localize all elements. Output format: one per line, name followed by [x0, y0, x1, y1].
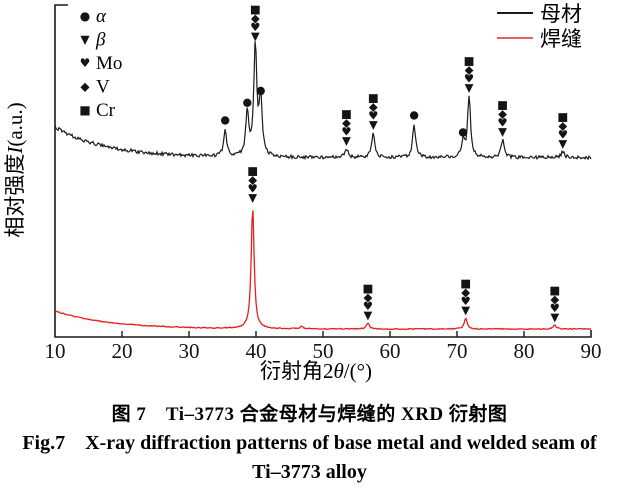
x-axis-label: 衍射角2θ/(°) — [260, 359, 372, 383]
Mo-phase-marker-icon: ♥ — [363, 299, 373, 313]
beta-phase-marker-icon: ▼ — [342, 133, 351, 147]
V-phase-marker-icon: ◆ — [369, 99, 378, 113]
x-tick-labels: 10 20 30 40 50 60 70 80 90 — [45, 339, 602, 363]
axes — [54, 4, 592, 338]
x-tick-label: 10 — [45, 339, 66, 363]
y-axis-label: 相对强度I(a.u.) — [3, 102, 27, 237]
Cr-phase-marker-icon: ■ — [247, 164, 258, 178]
V-phase-marker-icon: ◆ — [465, 62, 474, 76]
x-label-theta: θ — [333, 359, 343, 383]
x-tick-label: 60 — [380, 339, 401, 363]
phase-legend: ● α ▼ β ♥ Mo ◆ V ■ Cr — [79, 6, 122, 121]
V-phase-marker-icon: ◆ — [363, 290, 372, 304]
alpha-phase-marker-icon — [220, 116, 230, 125]
beta-phase-marker-icon: ▼ — [251, 29, 260, 43]
filled-diamond-icon: ◆ — [80, 80, 90, 94]
alpha-phase-marker-icon — [243, 98, 252, 108]
V-phase-marker-icon: ◆ — [498, 106, 507, 120]
alpha-phase-marker-icon — [256, 86, 265, 96]
V-phase-marker-icon: ◆ — [550, 292, 559, 306]
y-label-symbol: I — [3, 146, 27, 155]
filled-triangle-down-icon: ▼ — [80, 33, 90, 47]
V-phase-marker-icon: ◆ — [342, 115, 351, 129]
phase-legend-label: β — [95, 30, 106, 51]
figure-captions: 图 7 Ti–3773 合金母材与焊缝的 XRD 衍射图 Fig.7 X-ray… — [0, 400, 619, 487]
Mo-phase-marker-icon: ♥ — [461, 294, 471, 308]
phase-legend-label: α — [96, 6, 107, 27]
Mo-phase-marker-icon: ♥ — [464, 71, 474, 85]
Mo-phase-marker-icon: ♥ — [250, 20, 260, 34]
y-label-prefix: 相对强度 — [3, 154, 27, 238]
filled-square-icon: ■ — [79, 103, 90, 117]
diffraction-curves — [54, 41, 592, 331]
beta-phase-marker-icon: ▼ — [498, 124, 507, 138]
Mo-phase-marker-icon: ♥ — [497, 115, 507, 129]
curve-base-metal — [54, 41, 592, 161]
Cr-phase-marker-icon: ■ — [557, 109, 568, 123]
filled-heart-icon: ♥ — [80, 56, 91, 70]
x-tick-label: 70 — [447, 339, 468, 363]
V-phase-marker-icon: ◆ — [558, 118, 567, 132]
x-label-prefix: 衍射角2 — [260, 359, 334, 383]
y-label-suffix: (a.u.) — [3, 102, 27, 146]
x-label-suffix: /(°) — [344, 359, 372, 383]
Mo-phase-marker-icon: ♥ — [550, 301, 560, 315]
series-legend: 母材 焊缝 — [497, 2, 582, 51]
x-tick-label: 90 — [581, 339, 602, 363]
caption-english-line2: Ti–3773 alloy — [252, 461, 367, 483]
beta-phase-marker-icon: ▼ — [465, 80, 474, 94]
beta-phase-marker-icon: ▼ — [363, 308, 372, 322]
phase-legend-label: Mo — [96, 53, 122, 74]
chart-svg: ■◆♥▼■◆♥▼■◆♥▼■◆♥▼■◆♥▼■◆♥▼■◆♥▼■◆♥▼■◆♥▼■◆♥▼… — [3, 2, 602, 383]
Mo-phase-marker-icon: ♥ — [247, 182, 257, 196]
beta-phase-marker-icon: ▼ — [248, 191, 257, 205]
beta-phase-marker-icon: ▼ — [461, 303, 470, 317]
Cr-phase-marker-icon: ■ — [464, 53, 475, 67]
alpha-phase-marker-icon — [458, 128, 468, 137]
peak-phase-markers: ■◆♥▼■◆♥▼■◆♥▼■◆♥▼■◆♥▼■◆♥▼■◆♥▼■◆♥▼■◆♥▼■◆♥▼ — [220, 2, 568, 324]
alpha-phase-marker-icon — [409, 111, 419, 120]
caption-english-line1: Fig.7 X-ray diffraction patterns of base… — [22, 432, 597, 454]
caption-chinese: 图 7 Ti–3773 合金母材与焊缝的 XRD 衍射图 — [111, 404, 508, 425]
phase-legend-label: V — [96, 77, 110, 98]
Cr-phase-marker-icon: ■ — [460, 276, 471, 290]
x-tick-label: 80 — [514, 339, 535, 363]
phase-legend-label: Cr — [96, 100, 116, 121]
Mo-phase-marker-icon: ♥ — [341, 124, 351, 138]
beta-phase-marker-icon: ▼ — [558, 136, 567, 150]
V-phase-marker-icon: ◆ — [461, 285, 470, 299]
Cr-phase-marker-icon: ■ — [368, 90, 379, 104]
x-tick-label: 40 — [246, 339, 267, 363]
Mo-phase-marker-icon: ♥ — [368, 108, 378, 122]
axis-frame — [54, 4, 592, 338]
Cr-phase-marker-icon: ■ — [549, 283, 560, 297]
legend-label-weld: 焊缝 — [540, 27, 582, 51]
x-tick-label: 50 — [313, 339, 334, 363]
xrd-figure: ■ ◆ ♥ ▼ ■ ◆ ♥ ▼ ■ ◆ ♥ ▼ ■ ◆ ♥ ▼ ■ ◆ ♥ ▼ ■ ◆ ♥ ▼ ■ ◆ ♥ ▼ ■ ◆ ♥ ▼ ■ ◆ ♥ ▼ ■ ◆ ♥ ▼… — [0, 2, 619, 487]
x-tick-label: 30 — [179, 339, 200, 363]
Cr-phase-marker-icon: ■ — [497, 97, 508, 111]
legend-label-base: 母材 — [540, 2, 582, 26]
Cr-phase-marker-icon: ■ — [250, 2, 261, 16]
beta-phase-marker-icon: ▼ — [369, 117, 378, 131]
Cr-phase-marker-icon: ■ — [341, 106, 352, 120]
x-tick-label: 20 — [112, 339, 133, 363]
Cr-phase-marker-icon: ■ — [362, 281, 373, 295]
filled-circle-icon: ● — [80, 9, 90, 23]
curve-welded-seam — [55, 210, 592, 331]
beta-phase-marker-icon: ▼ — [550, 310, 559, 324]
V-phase-marker-icon: ◆ — [251, 11, 260, 25]
V-phase-marker-icon: ◆ — [248, 173, 257, 187]
Mo-phase-marker-icon: ♥ — [558, 127, 568, 141]
